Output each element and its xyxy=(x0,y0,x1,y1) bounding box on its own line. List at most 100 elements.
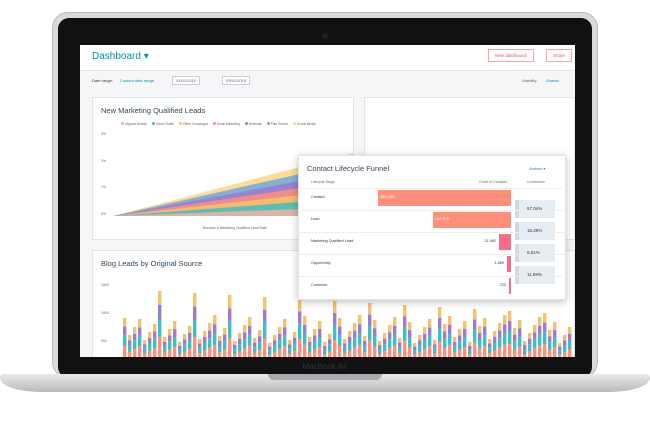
bar-segment xyxy=(203,350,207,357)
legend-label: Other Campaigns xyxy=(183,122,208,126)
bar-segment xyxy=(348,343,352,351)
bar-segment xyxy=(363,341,367,346)
date-to[interactable]: 03/31/2015 xyxy=(222,76,251,85)
bar-segment xyxy=(263,297,267,310)
bar-segment xyxy=(178,345,182,350)
bar-segment xyxy=(283,319,287,328)
bar-segment xyxy=(363,346,367,353)
conversion-cell: 11.88% xyxy=(515,266,555,284)
bar-segment xyxy=(488,339,492,344)
actions-menu[interactable]: Actions ▾ xyxy=(529,166,546,171)
bar-segment xyxy=(148,337,152,344)
bar-segment xyxy=(338,345,342,357)
bar-segment xyxy=(233,354,237,357)
bar-segment xyxy=(538,334,542,346)
stage-label: Customer xyxy=(311,283,328,287)
bar-segment xyxy=(338,335,342,346)
bar-segment xyxy=(213,315,217,325)
bar-segment xyxy=(143,340,147,345)
bar-segment xyxy=(263,338,267,357)
date-from[interactable]: 01/01/2015 xyxy=(172,76,201,85)
bar-segment xyxy=(168,329,172,336)
bar-segment xyxy=(373,328,377,337)
bar-segment xyxy=(273,335,277,341)
legend-label: Organic Search xyxy=(125,122,148,126)
bar-segment xyxy=(328,351,332,357)
bar-segment xyxy=(203,343,207,351)
funnel-bar xyxy=(433,212,511,228)
count-label: 21,962 xyxy=(484,239,496,243)
bar-segment xyxy=(343,339,347,344)
bar-segment xyxy=(233,341,237,345)
bar-segment xyxy=(498,323,502,331)
dashboard-title[interactable]: Dashboard ▾ xyxy=(92,51,149,62)
bar-segment xyxy=(258,350,262,357)
bar-segment xyxy=(248,345,252,357)
bar-segment xyxy=(543,344,547,357)
bar-segment xyxy=(183,339,187,345)
bar-segment xyxy=(253,338,257,343)
bar-segment xyxy=(233,349,237,354)
bar-segment xyxy=(388,325,392,333)
bar-segment xyxy=(358,324,362,334)
bar-segment xyxy=(273,340,277,346)
bar-segment xyxy=(258,330,262,337)
bar-segment xyxy=(513,349,517,357)
bar-segment xyxy=(433,340,437,345)
bar-segment xyxy=(313,329,317,336)
bar-segment xyxy=(358,344,362,357)
conversion-label: 57.04% xyxy=(527,206,543,211)
bar-segment xyxy=(483,318,487,327)
bar-segment xyxy=(408,329,412,338)
x-axis-label: Became a Marketing Qualified Lead Date xyxy=(203,226,268,230)
bar-segment xyxy=(143,344,147,349)
bar-segment xyxy=(558,350,562,355)
share-button[interactable]: Share xyxy=(546,49,573,62)
bar-segment xyxy=(238,338,242,345)
bar-segment xyxy=(243,348,247,357)
bar-segment xyxy=(548,330,552,337)
conversion-cell: 57.04% xyxy=(515,200,555,218)
visibility-value[interactable]: Shared xyxy=(546,78,559,83)
bar-segment xyxy=(423,333,427,341)
bar-segment xyxy=(418,345,422,352)
bar-segment xyxy=(423,340,427,350)
funnel-row: Lead 142,703 15.39% xyxy=(299,210,566,240)
bar-segment xyxy=(448,334,452,346)
bar-segment xyxy=(208,338,212,348)
bar-segment xyxy=(548,342,552,351)
bar-segment xyxy=(323,342,327,346)
bar-segment xyxy=(318,321,322,329)
bar-segment xyxy=(543,332,547,345)
bar-segment xyxy=(223,341,227,350)
bar-segment xyxy=(433,353,437,357)
bar-segment xyxy=(373,336,377,347)
bar-segment xyxy=(473,342,477,357)
bar-segment xyxy=(468,342,472,346)
bar-segment xyxy=(208,347,212,357)
bar-segment xyxy=(148,350,152,357)
date-mode[interactable]: Custom date range xyxy=(120,78,155,83)
bar-segment xyxy=(533,332,537,340)
bar-segment xyxy=(503,315,507,325)
bar-segment xyxy=(173,347,177,357)
bar-segment xyxy=(428,346,432,357)
date-label: Date range: xyxy=(92,78,113,83)
new-dashboard-button[interactable]: New dashboard xyxy=(488,49,534,62)
bar-segment xyxy=(143,348,147,354)
bar-segment xyxy=(373,346,377,357)
bar-segment xyxy=(568,349,572,357)
bar-segment xyxy=(303,325,307,334)
bar-segment xyxy=(373,320,377,329)
bar-segment xyxy=(498,347,502,357)
bar-segment xyxy=(408,337,412,348)
bar-segment xyxy=(298,339,302,357)
bar-segment xyxy=(368,314,372,327)
bar-segment xyxy=(393,334,397,346)
bar-segment xyxy=(213,324,217,334)
bar-segment xyxy=(313,335,317,342)
bar-segment xyxy=(483,345,487,357)
bar-segment xyxy=(568,333,572,341)
bar-segment xyxy=(163,346,167,353)
bar-segment xyxy=(273,351,277,357)
